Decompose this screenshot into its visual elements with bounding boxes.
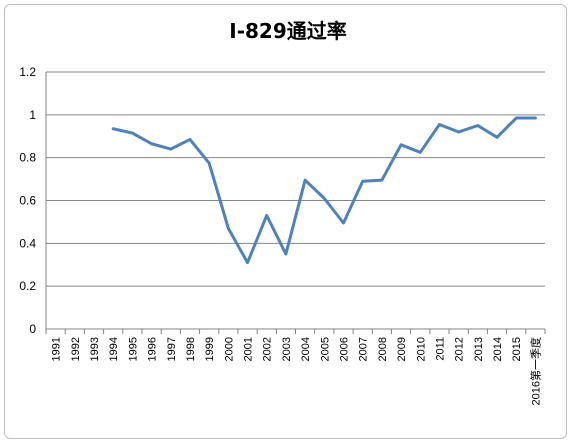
data-point bbox=[457, 130, 460, 134]
x-tick-label: 2000 bbox=[223, 337, 235, 361]
data-point bbox=[188, 138, 192, 141]
data-point bbox=[265, 214, 268, 217]
x-tick-label: 2004 bbox=[300, 337, 312, 361]
series-line bbox=[111, 116, 537, 265]
x-axis: 1991 1992 1993 1994 1995 1996 1997 1998 1999 2000… bbox=[45, 329, 546, 405]
x-tick-label: 2013 bbox=[473, 337, 485, 361]
data-point bbox=[323, 197, 326, 200]
y-tick-label: 0.6 bbox=[19, 194, 36, 208]
chart-area bbox=[4, 4, 567, 439]
x-tick-label: 1994 bbox=[108, 337, 120, 361]
x-tick-label: 1992 bbox=[70, 337, 82, 361]
data-point bbox=[438, 123, 441, 126]
data-point bbox=[246, 261, 249, 264]
data-point bbox=[534, 116, 537, 120]
y-tick-label: 0 bbox=[29, 322, 36, 336]
y-tick-label: 0.4 bbox=[19, 236, 36, 250]
data-point bbox=[361, 180, 364, 183]
data-point bbox=[227, 227, 230, 230]
series-layer bbox=[111, 116, 537, 265]
x-tick-label: 2015 bbox=[511, 337, 523, 361]
y-tick-label: 0.8 bbox=[19, 151, 36, 165]
data-point bbox=[515, 116, 518, 120]
data-point bbox=[111, 127, 115, 130]
data-point bbox=[495, 136, 499, 139]
x-tick-label: 2008 bbox=[377, 337, 389, 361]
x-tick-label: 2016第一季度 bbox=[528, 337, 542, 405]
data-point bbox=[131, 131, 134, 135]
data-point bbox=[284, 252, 288, 256]
x-tick-label: 2011 bbox=[434, 337, 446, 361]
x-tick-label: 2009 bbox=[396, 337, 408, 361]
x-tick-label: 2006 bbox=[338, 337, 350, 361]
y-tick-label: 1 bbox=[29, 108, 36, 122]
data-point bbox=[399, 143, 403, 147]
x-tick-label: 1998 bbox=[185, 337, 197, 361]
data-point bbox=[476, 124, 480, 127]
x-tick-label: 2014 bbox=[492, 337, 504, 361]
y-tick-label: 1.2 bbox=[19, 65, 36, 79]
data-point bbox=[303, 178, 307, 182]
x-tick-label: 2003 bbox=[281, 337, 293, 361]
data-point bbox=[342, 221, 345, 225]
x-tick-label: 1991 bbox=[51, 337, 63, 361]
y-axis: 0 0.2 0.4 0.6 0.8 1 1.2 bbox=[19, 65, 47, 336]
chart-title: I-829通过率 bbox=[229, 19, 347, 43]
data-point bbox=[207, 161, 211, 165]
x-tick-label: 2002 bbox=[262, 337, 274, 361]
data-point bbox=[380, 178, 384, 182]
x-tick-label: 1996 bbox=[147, 337, 159, 361]
x-tick-label: 1999 bbox=[204, 337, 216, 361]
gridlines bbox=[46, 71, 545, 330]
x-tick-label: 2012 bbox=[454, 337, 466, 361]
x-tick-label: 2001 bbox=[243, 337, 255, 361]
y-tick-label: 0.2 bbox=[19, 279, 36, 293]
x-tick-label: 1993 bbox=[89, 337, 101, 361]
data-point bbox=[169, 147, 172, 151]
x-tick-label: 1997 bbox=[166, 337, 178, 361]
data-point bbox=[419, 151, 422, 154]
data-point bbox=[150, 142, 153, 145]
x-tick-label: 1995 bbox=[127, 337, 139, 361]
x-tick-label: 2007 bbox=[358, 337, 370, 361]
x-tick-label: 2010 bbox=[415, 337, 427, 361]
x-tick-label: 2005 bbox=[319, 337, 331, 361]
